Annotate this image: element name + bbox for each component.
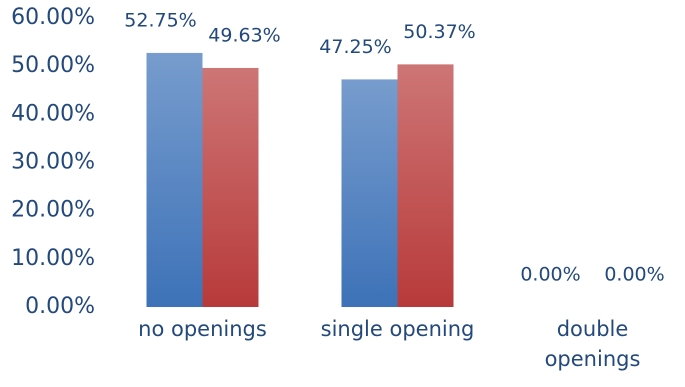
data-label: 49.63% — [208, 24, 280, 46]
x-tick-label: no openings — [138, 317, 267, 341]
data-label: 52.75% — [124, 9, 196, 31]
y-tick-label: 60.00% — [11, 5, 95, 30]
bar — [397, 64, 454, 308]
y-tick-label: 10.00% — [11, 246, 95, 271]
x-tick-label: single opening — [320, 317, 475, 341]
data-label: 0.00% — [604, 264, 664, 286]
data-label: 47.25% — [319, 36, 391, 58]
y-tick-label: 30.00% — [11, 150, 95, 175]
bar — [341, 79, 398, 307]
y-tick-label: 0.00% — [25, 294, 95, 319]
y-tick-label: 20.00% — [11, 198, 95, 223]
x-tick-label: double openings — [544, 317, 641, 371]
data-label: 50.37% — [403, 21, 475, 43]
data-label: 0.00% — [520, 264, 580, 286]
bar — [202, 67, 259, 308]
y-tick-label: 50.00% — [11, 53, 95, 78]
y-tick-label: 40.00% — [11, 101, 95, 126]
bar — [146, 52, 203, 307]
